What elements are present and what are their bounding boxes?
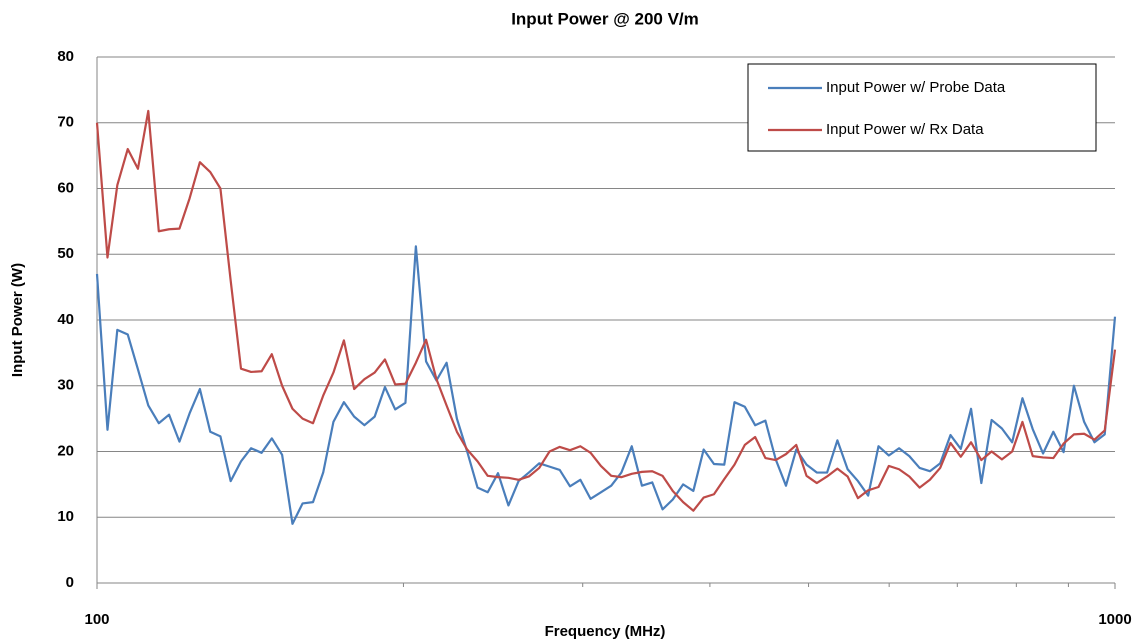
y-tick-label: 50	[57, 245, 74, 262]
y-tick-label: 10	[57, 508, 74, 525]
legend-label: Input Power w/ Probe Data	[826, 79, 1006, 96]
y-tick-label: 0	[66, 574, 74, 591]
y-tick-label: 70	[57, 114, 74, 131]
legend-box	[747, 63, 1097, 152]
y-tick-label: 20	[57, 442, 74, 459]
legend-label: Input Power w/ Rx Data	[826, 121, 984, 138]
x-tick-label: 100	[84, 611, 109, 628]
y-tick-label: 30	[57, 377, 74, 394]
y-axis-label: Input Power (W)	[9, 263, 26, 377]
chart-title: Input Power @ 200 V/m	[511, 9, 699, 28]
series-line	[95, 109, 1117, 512]
y-tick-label: 80	[57, 48, 74, 65]
x-axis-label: Frequency (MHz)	[545, 623, 666, 640]
y-tick-label: 40	[57, 311, 74, 328]
y-tick-label: 60	[57, 179, 74, 196]
series-line	[95, 245, 1117, 525]
x-tick-label: 1000	[1098, 611, 1131, 628]
